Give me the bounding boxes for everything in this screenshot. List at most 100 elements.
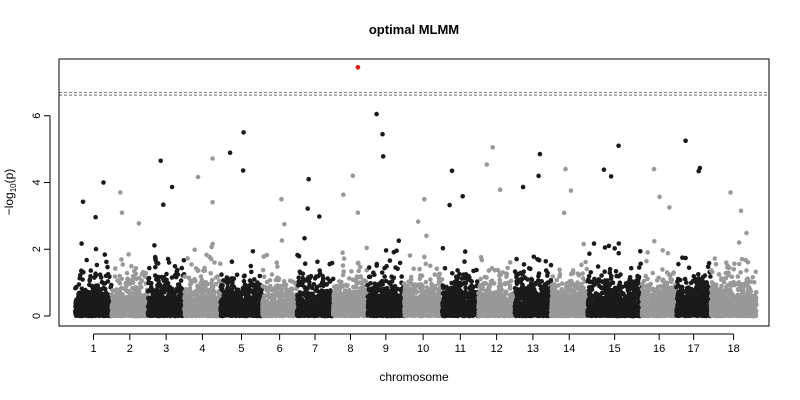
snp-point xyxy=(217,261,223,267)
snp-point xyxy=(123,280,128,286)
chart-title: optimal MLMM xyxy=(369,22,459,37)
snp-point xyxy=(264,279,270,285)
snp-point xyxy=(103,273,109,279)
snp-point xyxy=(136,221,142,226)
snp-point xyxy=(193,278,198,284)
snp-point xyxy=(84,257,89,263)
snp-point xyxy=(248,263,254,269)
snp-point xyxy=(146,288,152,294)
top-snp-point xyxy=(210,156,215,161)
snp-point xyxy=(189,280,194,286)
snp-point xyxy=(312,307,317,313)
snp-point xyxy=(174,289,179,294)
snp-point xyxy=(117,273,122,279)
snp-point xyxy=(211,310,216,315)
snp-point xyxy=(320,311,326,317)
snp-point xyxy=(77,290,82,296)
snp-point xyxy=(274,291,279,297)
snp-point xyxy=(100,291,106,297)
snp-point xyxy=(286,295,291,301)
snp-point xyxy=(105,297,111,303)
snp-point xyxy=(287,278,293,284)
snp-point xyxy=(257,273,263,279)
snp-point xyxy=(240,168,246,173)
snp-point xyxy=(173,302,178,308)
snp-point xyxy=(219,286,225,291)
snp-point xyxy=(289,286,294,291)
snp-point xyxy=(89,311,95,316)
snp-point xyxy=(242,290,248,296)
snp-point xyxy=(98,275,104,280)
snp-point xyxy=(312,276,318,281)
snp-point xyxy=(295,297,300,303)
snp-point xyxy=(120,262,125,267)
snp-point xyxy=(119,308,124,313)
chromosome-5-points xyxy=(218,130,265,319)
snp-point xyxy=(229,276,235,281)
snp-point xyxy=(114,313,120,318)
snp-point xyxy=(311,299,316,304)
snp-point xyxy=(258,292,263,298)
snp-point xyxy=(103,308,108,314)
snp-point xyxy=(324,305,329,311)
snp-point xyxy=(255,280,260,285)
snp-point xyxy=(326,291,331,297)
snp-point xyxy=(311,282,317,287)
snp-point xyxy=(320,273,326,279)
snp-point xyxy=(186,310,192,316)
top-snp-point xyxy=(158,158,163,164)
snp-point xyxy=(161,202,166,207)
top-snp-point xyxy=(306,176,312,182)
snp-point xyxy=(208,271,213,276)
snp-point xyxy=(302,236,307,241)
snp-point xyxy=(302,303,307,308)
snp-point xyxy=(220,301,225,307)
snp-point xyxy=(204,286,209,292)
snp-point xyxy=(104,259,109,265)
snp-point xyxy=(87,301,93,306)
snp-point xyxy=(89,283,95,289)
snp-point xyxy=(251,304,257,310)
snp-point xyxy=(210,286,215,292)
snp-point xyxy=(155,261,161,266)
snp-point xyxy=(111,288,117,294)
snp-point xyxy=(167,289,172,295)
snp-point xyxy=(212,260,217,265)
snp-point xyxy=(150,313,156,318)
snp-point xyxy=(165,311,171,317)
snp-point xyxy=(296,275,302,281)
snp-point xyxy=(161,290,167,295)
snp-point xyxy=(79,241,84,246)
snp-point xyxy=(318,283,323,288)
snp-point xyxy=(249,269,254,275)
snp-point xyxy=(168,299,173,304)
snp-point xyxy=(210,200,215,205)
snp-point xyxy=(174,269,179,275)
snp-point xyxy=(196,308,202,313)
snp-point xyxy=(234,272,240,278)
snp-point xyxy=(307,313,313,318)
snp-point xyxy=(221,296,226,302)
snp-point xyxy=(320,278,326,284)
snp-point xyxy=(105,279,111,284)
snp-point xyxy=(135,313,140,319)
snp-point xyxy=(175,311,181,317)
snp-point xyxy=(80,199,86,205)
snp-point xyxy=(243,283,249,288)
snp-point xyxy=(199,277,205,283)
snp-point xyxy=(225,285,231,290)
snp-point xyxy=(279,299,285,304)
snp-point xyxy=(145,310,151,316)
snp-point xyxy=(243,302,249,308)
snp-point xyxy=(152,243,157,248)
snp-point xyxy=(271,286,276,292)
snp-point xyxy=(234,300,239,305)
snp-point xyxy=(261,293,267,299)
snp-point xyxy=(230,304,235,310)
snp-point xyxy=(197,297,202,303)
snp-point xyxy=(224,290,229,295)
snp-point xyxy=(218,307,224,313)
snp-point xyxy=(209,298,214,303)
snp-point xyxy=(77,304,83,310)
snp-point xyxy=(299,309,305,315)
